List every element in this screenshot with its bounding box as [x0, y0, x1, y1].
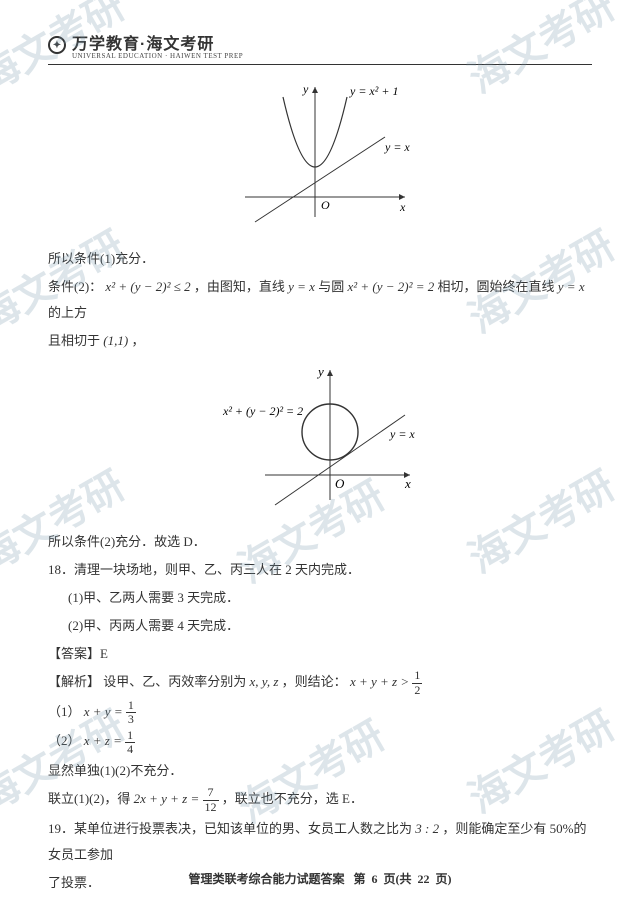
- footer-text: 第: [354, 872, 366, 886]
- text: 联立(1)(2)，得: [48, 791, 130, 806]
- text: ，由图知，直线: [194, 279, 285, 294]
- text: 相切，圆始终在直线: [438, 279, 555, 294]
- fig2-origin: O: [335, 476, 345, 491]
- page-header: ✦ 万学教育·海文考研 UNIVERSAL EDUCATION · HAIWEN…: [48, 30, 592, 65]
- question-18: 18．清理一块场地，则甲、乙、丙三人在 2 天内完成．: [48, 557, 592, 583]
- q18-cond1: (1)甲、乙两人需要 3 天完成．: [48, 585, 592, 611]
- fig1-curve-label: y = x² + 1: [349, 84, 398, 98]
- q18-cond2: (2)甲、丙两人需要 4 天完成．: [48, 613, 592, 639]
- formula: y = x: [288, 279, 315, 294]
- fig1-axis-y: y: [302, 82, 309, 96]
- text: ，联立也不充分，选 E．: [222, 791, 363, 806]
- expr: 2x + y + z =: [134, 791, 200, 806]
- eq-lhs: x + y =: [84, 704, 123, 719]
- vars: x, y, z: [250, 674, 279, 689]
- fig1-line-label: y = x: [384, 140, 410, 154]
- text: ，则结论：: [282, 674, 347, 689]
- formula: x² + (y − 2)² ≤ 2: [105, 279, 190, 294]
- formula: y = x: [558, 279, 585, 294]
- text: 与圆: [318, 279, 344, 294]
- fig2-line-label: y = x: [389, 427, 415, 441]
- eq-label: （1）: [48, 704, 81, 719]
- figure-2: x² + (y − 2)² = 2 y = x x y O: [48, 360, 592, 519]
- brand-text-block: 万学教育·海文考研 UNIVERSAL EDUCATION · HAIWEN T…: [72, 30, 243, 60]
- fraction: 14: [125, 729, 135, 756]
- fraction: 712: [203, 786, 219, 813]
- fig2-axis-x: x: [404, 476, 411, 491]
- ratio: 3 : 2: [415, 821, 439, 836]
- answer-label: 【答案】: [48, 646, 100, 661]
- point: (1,1): [103, 333, 128, 348]
- text: 19．某单位进行投票表决，已知该单位的男、女员工人数之比为: [48, 821, 412, 836]
- para-cond1-sufficient: 所以条件(1)充分．: [48, 246, 592, 272]
- expr: x + y + z >: [350, 674, 409, 689]
- eq-label: （2）: [48, 733, 81, 748]
- text: 的上方: [48, 305, 87, 320]
- para-combined: 联立(1)(2)，得 2x + y + z = 712 ，联立也不充分，选 E．: [48, 786, 592, 814]
- footer-title: 管理类联考综合能力试题答案: [188, 872, 344, 886]
- equation-1: （1） x + y = 13: [48, 699, 592, 727]
- figure-1: y = x² + 1 y = x x y O: [48, 77, 592, 236]
- fig2-circle-label: x² + (y − 2)² = 2: [222, 404, 303, 418]
- para-insufficient-alone: 显然单独(1)(2)不充分．: [48, 758, 592, 784]
- brand-sub: UNIVERSAL EDUCATION · HAIWEN TEST PREP: [72, 52, 243, 60]
- fraction: 12: [412, 669, 422, 696]
- footer-text: 页(共: [384, 872, 412, 886]
- brand-logo-icon: ✦: [48, 36, 66, 54]
- eq-lhs: x + z =: [84, 733, 122, 748]
- question-19: 19．某单位进行投票表决，已知该单位的男、女员工人数之比为 3 : 2 ，则能确…: [48, 816, 592, 868]
- page-footer: 管理类联考综合能力试题答案 第 6 页(共 22 页): [0, 870, 640, 887]
- answer-value: E: [100, 646, 108, 661]
- footer-page-current: 6: [372, 872, 378, 886]
- text: 且相切于: [48, 333, 100, 348]
- answer-block: 【答案】E: [48, 641, 592, 667]
- solution-block: 【解析】 设甲、乙、丙效率分别为 x, y, z ，则结论： x + y + z…: [48, 669, 592, 697]
- page-content: y = x² + 1 y = x x y O 所以条件(1)充分． 条件(2)：…: [48, 77, 592, 896]
- formula: x² + (y − 2)² = 2: [347, 279, 434, 294]
- footer-page-total: 22: [418, 872, 430, 886]
- brand-main: 万学教育·海文考研: [72, 30, 243, 54]
- solution-label: 【解析】: [48, 674, 100, 689]
- text: ，: [131, 333, 144, 348]
- para-cond2-sufficient: 所以条件(2)充分．故选 D．: [48, 529, 592, 555]
- text: 条件(2)：: [48, 279, 102, 294]
- footer-text: 页): [436, 872, 452, 886]
- fig1-origin: O: [321, 198, 330, 212]
- fraction: 13: [126, 699, 136, 726]
- text: 设甲、乙、丙效率分别为: [103, 674, 246, 689]
- fig2-axis-y: y: [316, 364, 324, 379]
- fig1-axis-x: x: [399, 200, 406, 214]
- equation-2: （2） x + z = 14: [48, 728, 592, 756]
- para-cond2: 条件(2)： x² + (y − 2)² ≤ 2 ，由图知，直线 y = x 与…: [48, 274, 592, 326]
- para-tangent-point: 且相切于 (1,1) ，: [48, 328, 592, 354]
